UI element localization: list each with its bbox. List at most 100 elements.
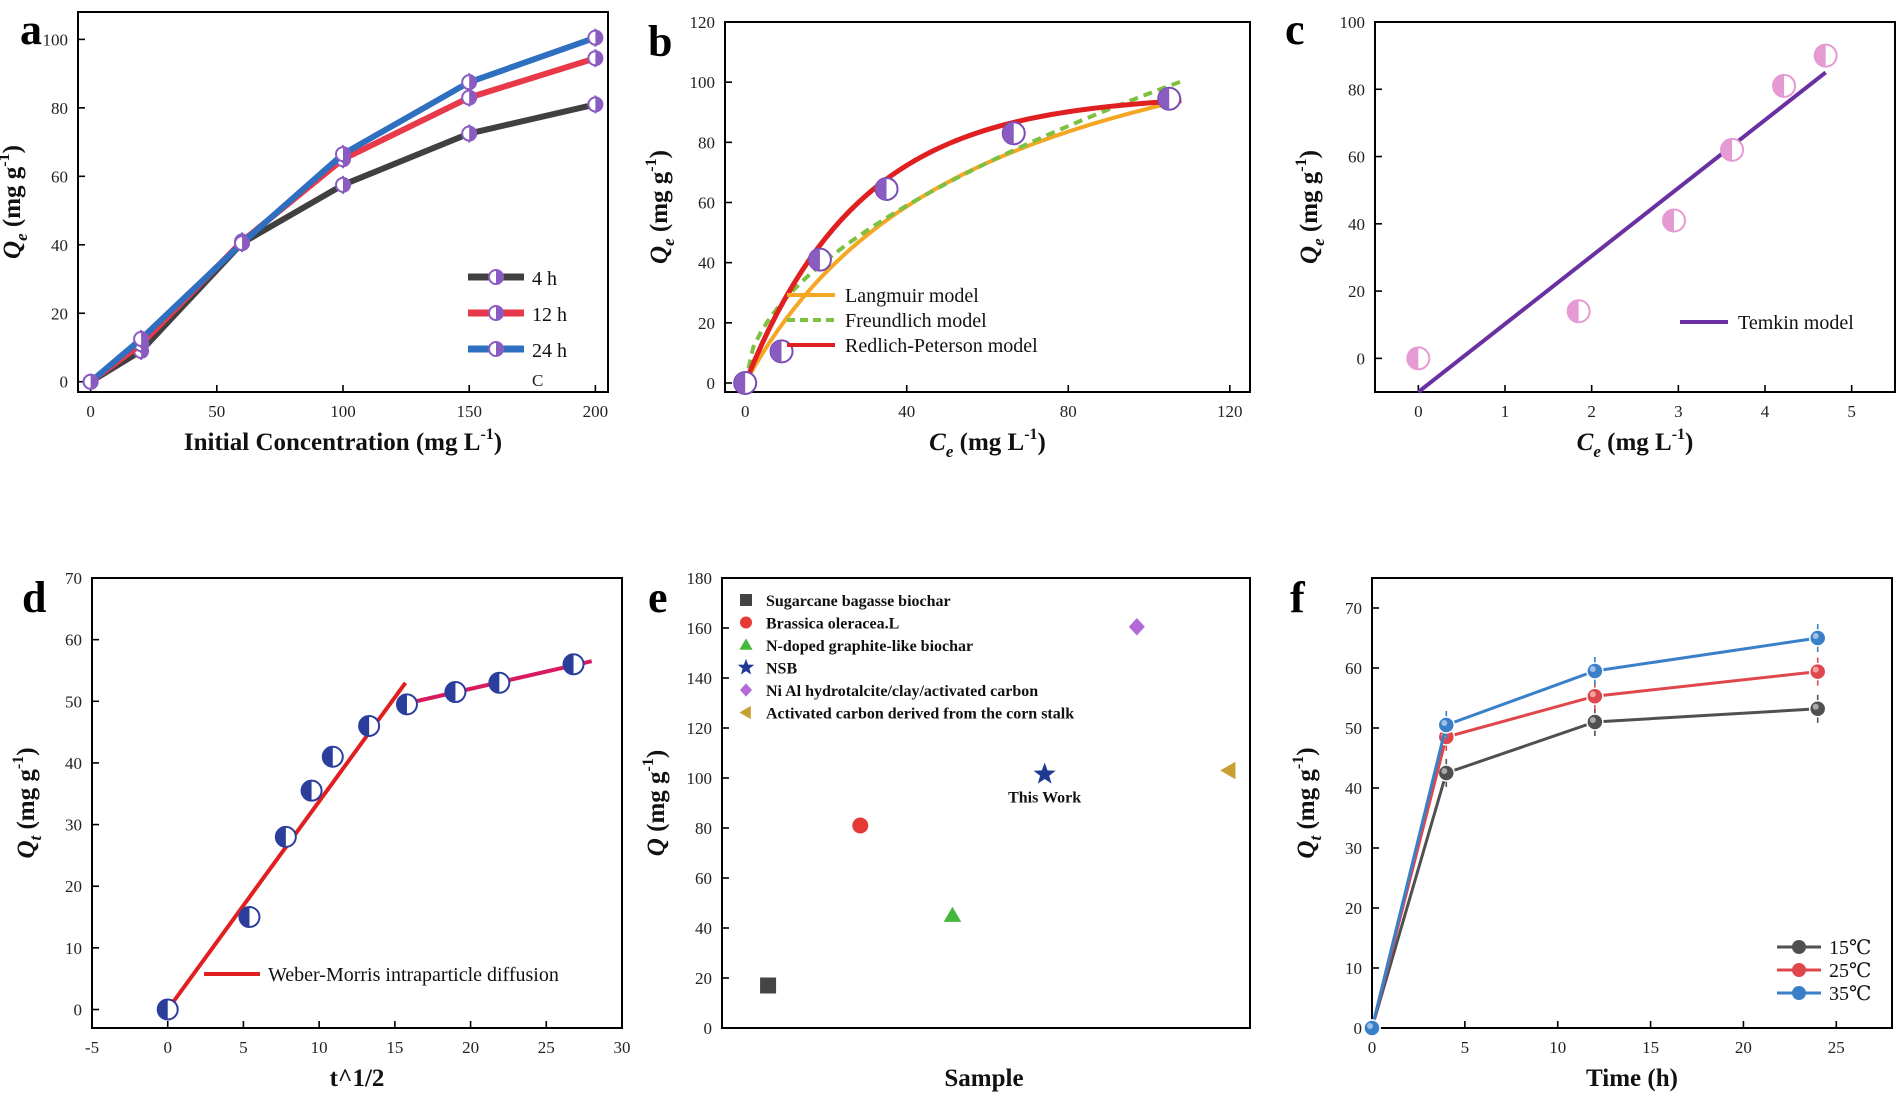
y-tick-label-d: 0 <box>74 1001 83 1020</box>
data-point-b-fill <box>1158 87 1170 110</box>
data-point-a-fill <box>595 51 603 66</box>
legend-marker-f <box>1792 986 1806 1000</box>
y-tick-label-f: 70 <box>1345 599 1362 618</box>
y-tick-label-e: 180 <box>687 569 713 588</box>
panel-letter-c: c <box>1285 5 1305 54</box>
data-point-c <box>1813 43 1838 68</box>
data-point-b-fill <box>875 177 887 200</box>
x-tick-label-c: 3 <box>1674 402 1683 421</box>
y-axis-label-e: Q (mg g-1) <box>640 750 670 856</box>
data-point-d <box>358 714 381 737</box>
data-point-a <box>587 50 604 67</box>
stray-text-a: C <box>532 371 543 390</box>
y-tick-label-c: 0 <box>1357 349 1366 368</box>
x-tick-label-c: 1 <box>1501 402 1510 421</box>
x-tick-label-b: 0 <box>741 402 750 421</box>
data-point-b <box>807 247 832 272</box>
x-axis-label-d: t^1/2 <box>330 1065 385 1092</box>
legend-marker-a <box>488 305 504 321</box>
x-tick-label-f: 15 <box>1642 1038 1659 1057</box>
legend-label-b: Langmuir model <box>845 285 979 307</box>
data-point-b <box>874 176 899 201</box>
data-point-d <box>238 906 261 929</box>
data-point-b <box>1001 121 1026 146</box>
data-point-a-fill <box>595 97 603 112</box>
legend-label-e: Activated carbon derived from the corn s… <box>766 706 1074 723</box>
y-tick-label-c: 40 <box>1348 215 1365 234</box>
data-point-c-fill <box>1721 138 1733 161</box>
data-point-c <box>1662 208 1686 233</box>
x-tick-label-d: 15 <box>386 1038 403 1057</box>
data-point-f-shine <box>1441 768 1448 774</box>
legend-marker-e <box>740 683 752 697</box>
plot-frame-d <box>91 577 623 1029</box>
data-point-b <box>733 370 758 395</box>
data-point-d <box>562 653 585 676</box>
x-tick-label-d: 20 <box>462 1038 479 1057</box>
data-point-d-fill <box>239 907 250 928</box>
data-point-a-fill <box>469 90 477 105</box>
y-tick-label-b: 40 <box>698 254 715 273</box>
data-point-a <box>335 176 351 193</box>
x-tick-label-a: 100 <box>330 402 356 421</box>
y-tick-label-b: 80 <box>698 133 715 152</box>
data-point-a <box>234 235 251 252</box>
y-tick-label-c: 80 <box>1348 80 1365 99</box>
x-tick-label-c: 2 <box>1587 402 1596 421</box>
legend-label-a: 24 h <box>532 340 567 362</box>
data-point-a-fill <box>343 147 351 162</box>
y-tick-label-f: 10 <box>1345 959 1362 978</box>
y-tick-label-c: 60 <box>1348 148 1365 167</box>
y-tick-label-a: 80 <box>51 99 68 118</box>
legend-label-f: 15℃ <box>1829 937 1871 959</box>
panel-letter-d: d <box>22 573 46 622</box>
y-tick-label-b: 0 <box>707 374 716 393</box>
y-tick-label-e: 100 <box>687 769 713 788</box>
data-point-c-fill <box>1567 300 1579 323</box>
data-point-d <box>274 825 297 848</box>
legend-label-f: 35℃ <box>1829 983 1871 1005</box>
data-point-a <box>133 330 150 347</box>
data-point-f-shine <box>1589 691 1596 698</box>
x-tick-label-d: 5 <box>239 1038 248 1057</box>
legend-label-e: Sugarcane bagasse biochar <box>766 593 951 610</box>
data-point-a <box>461 125 478 142</box>
data-point-f-shine <box>1812 703 1819 710</box>
legend-marker-a-fill <box>496 342 503 356</box>
data-point-d-fill <box>563 654 574 675</box>
legend-marker-f <box>1792 963 1806 977</box>
legend-marker-a <box>488 269 504 285</box>
x-tick-label-f: 20 <box>1735 1038 1752 1057</box>
series-line-a-2 <box>88 34 597 385</box>
data-point-d <box>488 671 511 694</box>
x-axis-label-b: Ce (mg L-1) <box>929 426 1046 461</box>
x-tick-label-d: 25 <box>538 1038 555 1057</box>
y-tick-label-d: 40 <box>65 754 82 773</box>
x-tick-label-d: 0 <box>163 1038 172 1057</box>
x-tick-label-a: 50 <box>208 402 225 421</box>
data-point-a <box>335 146 351 163</box>
y-tick-label-d: 20 <box>65 877 82 896</box>
legend-label-a: 4 h <box>532 268 557 290</box>
data-point-a <box>461 89 478 106</box>
data-point-f-shine <box>1441 720 1448 726</box>
data-point-d <box>300 779 323 802</box>
y-axis-label-f: Qt (mg g-1) <box>1290 747 1325 858</box>
data-point-c <box>1406 346 1431 371</box>
panel-letter-f: f <box>1290 573 1306 622</box>
y-tick-label-e: 80 <box>695 819 712 838</box>
y-tick-label-a: 0 <box>60 373 69 392</box>
data-point-a-fill <box>141 331 149 346</box>
legend-marker-a <box>488 341 504 357</box>
y-tick-label-f: 60 <box>1345 659 1362 678</box>
y-tick-label-a: 60 <box>51 167 68 186</box>
data-point-d-fill <box>445 682 456 703</box>
y-tick-label-d: 30 <box>65 816 82 835</box>
y-tick-label-b: 60 <box>698 193 715 212</box>
y-tick-label-e: 120 <box>687 719 713 738</box>
data-point-d <box>444 681 467 704</box>
legend-label-e: N-doped graphite-like biochar <box>766 638 973 655</box>
data-point-c-fill <box>1663 209 1674 232</box>
x-tick-label-f: 10 <box>1549 1038 1566 1057</box>
